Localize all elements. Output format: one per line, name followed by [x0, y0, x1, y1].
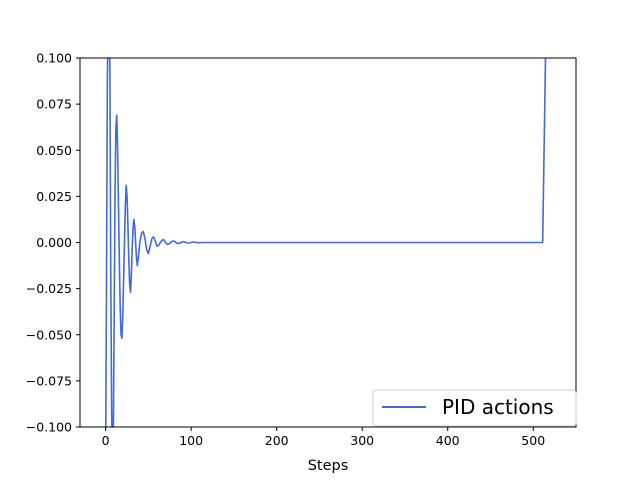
legend: PID actions	[372, 389, 577, 427]
x-tick-label: 100	[179, 433, 203, 448]
y-tick-label: 0.100	[36, 51, 72, 66]
x-tick-label: 400	[436, 433, 460, 448]
x-tick-label: 0	[102, 433, 110, 448]
legend-label: PID actions	[442, 395, 554, 419]
y-tick-label: −0.100	[26, 420, 72, 435]
x-tick-label: 300	[350, 433, 374, 448]
x-tick-label: 500	[521, 433, 545, 448]
y-tick-label: 0.025	[36, 189, 72, 204]
x-axis-title: Steps	[308, 458, 349, 474]
y-axis-ticks: 0.100 0.075 0.050 0.025 0.000 −0.025 −0.050 −0.…	[26, 51, 80, 435]
y-tick-label: −0.075	[26, 373, 72, 388]
x-tick-label: 200	[265, 433, 289, 448]
y-tick-label: −0.050	[26, 327, 72, 342]
series-layer	[105, 58, 547, 427]
series-line-0	[105, 58, 547, 427]
y-tick-label: 0.000	[36, 235, 72, 250]
y-tick-label: −0.025	[26, 281, 72, 296]
legend-box	[372, 389, 577, 427]
x-axis-ticks: 0 100 200 300 400 500	[102, 427, 545, 448]
y-tick-label: 0.075	[36, 97, 72, 112]
y-tick-label: 0.050	[36, 143, 72, 158]
